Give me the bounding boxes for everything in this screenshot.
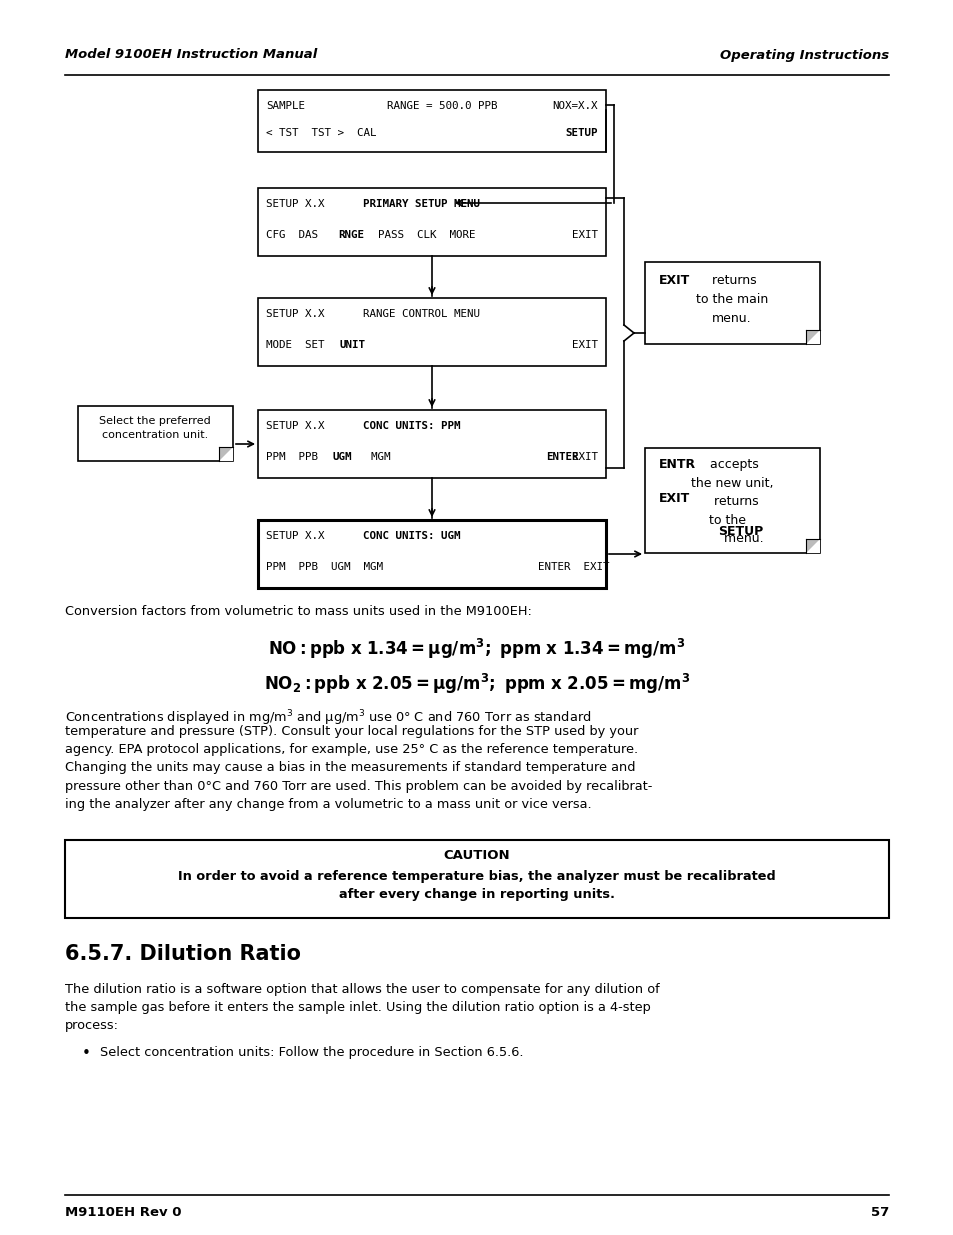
Text: Operating Instructions: Operating Instructions: [720, 48, 888, 62]
Polygon shape: [805, 538, 820, 553]
Polygon shape: [805, 330, 820, 345]
Polygon shape: [219, 447, 233, 461]
Text: The dilution ratio is a software option that allows the user to compensate for a: The dilution ratio is a software option …: [65, 983, 659, 1032]
Bar: [257, 410, 605, 478]
Text: ENTER  EXIT: ENTER EXIT: [537, 562, 609, 572]
Text: CONC UNITS: PPM: CONC UNITS: PPM: [363, 421, 460, 431]
Text: In order to avoid a reference temperature bias, the analyzer must be recalibrate: In order to avoid a reference temperatur…: [178, 869, 775, 902]
Text: MODE  SET: MODE SET: [266, 340, 337, 350]
Text: EXIT: EXIT: [572, 340, 598, 350]
Text: UNIT: UNIT: [339, 340, 366, 350]
Text: Conversion factors from volumetric to mass units used in the M9100EH:: Conversion factors from volumetric to ma…: [65, 605, 532, 618]
Text: Concentrations displayed in mg/m$^3$ and μg/m$^3$ use 0° C and 760 Torr as stand: Concentrations displayed in mg/m$^3$ and…: [65, 708, 591, 727]
Text: $\mathbf{NO_2: ppb\ x\ 2.05 = \mu g/m^3;\ ppm\ x\ 2.05 = mg/m^3}$: $\mathbf{NO_2: ppb\ x\ 2.05 = \mu g/m^3;…: [264, 672, 689, 697]
Text: SETUP X.X: SETUP X.X: [266, 199, 324, 209]
Text: EXIT: EXIT: [659, 274, 690, 287]
Text: < TST  TST >  CAL: < TST TST > CAL: [266, 128, 376, 138]
Bar: [257, 298, 605, 366]
Text: CFG  DAS: CFG DAS: [266, 230, 331, 240]
Text: Select concentration units: Follow the procedure in Section 6.5.6.: Select concentration units: Follow the p…: [100, 1046, 523, 1058]
Text: SETUP: SETUP: [565, 128, 598, 138]
Text: UGM: UGM: [333, 452, 352, 462]
Text: NOX=X.X: NOX=X.X: [552, 101, 598, 111]
Text: SAMPLE: SAMPLE: [266, 101, 305, 111]
Text: returns
to the main
menu.: returns to the main menu.: [695, 274, 767, 325]
Text: RNGE: RNGE: [337, 230, 364, 240]
Polygon shape: [805, 538, 820, 553]
Text: ENTER: ENTER: [545, 452, 578, 462]
Text: ENTR: ENTR: [659, 458, 696, 471]
Text: PPM  PPB: PPM PPB: [266, 452, 331, 462]
Bar: [78, 406, 233, 461]
Bar: [257, 90, 605, 152]
Text: $\mathbf{NO: ppb\ x\ 1.34 = \mu g/m^3;\ ppm\ x\ 1.34 = mg/m^3}$: $\mathbf{NO: ppb\ x\ 1.34 = \mu g/m^3;\ …: [268, 637, 685, 661]
Bar: [644, 262, 820, 345]
Text: accepts
the new unit,
  returns
to the  
      menu.: accepts the new unit, returns to the men…: [690, 458, 773, 545]
Text: RANGE CONTROL MENU: RANGE CONTROL MENU: [363, 309, 479, 319]
Text: SETUP X.X: SETUP X.X: [266, 531, 324, 541]
Text: M9110EH Rev 0: M9110EH Rev 0: [65, 1205, 181, 1219]
Text: CAUTION: CAUTION: [443, 848, 510, 862]
Text: PASS  CLK  MORE: PASS CLK MORE: [365, 230, 475, 240]
Text: 57: 57: [870, 1205, 888, 1219]
Text: •: •: [82, 1046, 91, 1061]
Text: temperature and pressure (STP). Consult your local regulations for the STP used : temperature and pressure (STP). Consult …: [65, 725, 652, 811]
Text: EXIT: EXIT: [659, 492, 690, 505]
Bar: [65, 840, 888, 918]
Text: EXIT: EXIT: [572, 452, 598, 462]
Text: PRIMARY SETUP MENU: PRIMARY SETUP MENU: [363, 199, 479, 209]
Text: RANGE = 500.0 PPB: RANGE = 500.0 PPB: [386, 101, 497, 111]
Text: CONC UNITS: UGM: CONC UNITS: UGM: [363, 531, 460, 541]
Text: SETUP X.X: SETUP X.X: [266, 421, 324, 431]
Text: PPM  PPB  UGM  MGM: PPM PPB UGM MGM: [266, 562, 382, 572]
Polygon shape: [219, 447, 233, 461]
Text: Select the preferred
concentration unit.: Select the preferred concentration unit.: [99, 416, 211, 440]
Text: 6.5.7. Dilution Ratio: 6.5.7. Dilution Ratio: [65, 944, 301, 965]
Text: Model 9100EH Instruction Manual: Model 9100EH Instruction Manual: [65, 48, 317, 62]
Text: EXIT: EXIT: [572, 230, 598, 240]
Bar: [644, 448, 820, 553]
Bar: [257, 520, 605, 588]
Bar: [257, 188, 605, 256]
Text: SETUP: SETUP: [718, 525, 762, 538]
Text: MGM: MGM: [357, 452, 390, 462]
Text: SETUP X.X: SETUP X.X: [266, 309, 324, 319]
Polygon shape: [805, 330, 820, 345]
